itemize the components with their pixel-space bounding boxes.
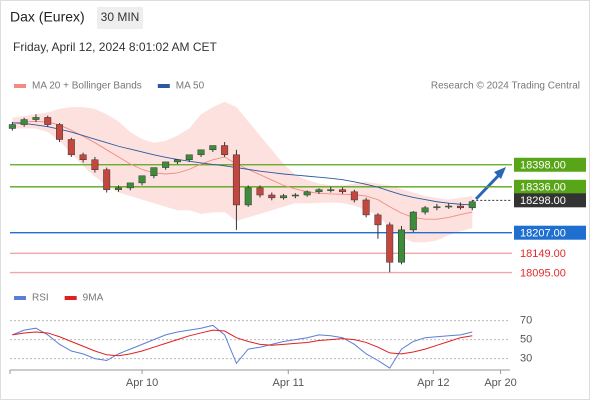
candle-body: [280, 195, 288, 199]
x-tick-label: Apr 11: [273, 377, 305, 389]
legend-swatch: [64, 296, 77, 300]
candle-body: [244, 187, 252, 206]
candle-body: [91, 159, 99, 170]
candle-body: [103, 169, 111, 190]
trend-arrowhead: [494, 167, 506, 179]
candle-body: [291, 194, 299, 197]
x-tick-label: Apr 20: [484, 377, 516, 389]
candle-body: [303, 191, 311, 196]
candle-body: [362, 199, 370, 216]
candle-body: [126, 182, 134, 189]
candle-body: [20, 119, 28, 125]
legend-label: RSI: [32, 293, 49, 304]
candle-body: [433, 206, 441, 209]
candle-body: [197, 149, 205, 156]
x-tick-label: Apr 10: [126, 377, 158, 389]
level-label: 18398.00: [520, 160, 566, 172]
candle-body: [32, 117, 40, 120]
candle-body: [150, 167, 158, 177]
legend-label: 9MA: [83, 293, 104, 304]
level-label-box: [514, 193, 586, 208]
candle-body: [398, 229, 406, 263]
candle-body: [56, 124, 64, 140]
y-tick-label: 70: [520, 315, 532, 327]
candle-body: [468, 201, 476, 209]
candle-body: [138, 175, 146, 184]
candle-body: [350, 191, 358, 201]
candle-body: [44, 117, 52, 125]
y-tick-label: 30: [520, 353, 532, 365]
moving-average: [12, 120, 473, 220]
candle-body: [256, 187, 264, 196]
level-label-box: [514, 157, 586, 172]
candle-body: [327, 189, 335, 191]
interval: 30 MIN: [101, 10, 140, 24]
level-label: 18095.00: [520, 267, 566, 279]
candle-body: [209, 145, 217, 151]
candle-body: [67, 139, 75, 156]
candle-body: [8, 124, 16, 129]
moving-average: [12, 122, 473, 206]
instrument-title: Dax (Eurex): [10, 9, 85, 25]
legend-label: MA 20 + Bollinger Bands: [32, 81, 142, 92]
legend-swatch: [14, 84, 26, 88]
level-label: 18336.00: [520, 182, 566, 194]
candle-body: [114, 187, 122, 190]
candle-body: [456, 205, 464, 209]
candle-body: [185, 154, 193, 161]
level-label-box: [514, 225, 586, 240]
line-series: [12, 329, 473, 357]
level-label-box: [514, 179, 586, 194]
timestamp: Friday, April 12, 2024 8:01:02 AM CET: [13, 40, 218, 54]
candle-body: [409, 211, 417, 231]
level-label: 18298.00: [520, 195, 566, 207]
level-label: 18207.00: [520, 228, 566, 240]
candle-body: [232, 154, 240, 206]
y-tick-label: 50: [520, 334, 532, 346]
legend-swatch: [157, 84, 170, 88]
legend-label: MA 50: [176, 81, 205, 92]
candle-body: [162, 161, 170, 168]
candle-body: [421, 207, 429, 213]
source: Research © 2024 Trading Central: [431, 81, 580, 92]
candle-body: [374, 214, 382, 226]
level-label: 18149.00: [520, 248, 566, 260]
candle-body: [315, 189, 323, 193]
candle-body: [173, 159, 181, 163]
interval-badge: [97, 7, 143, 29]
x-tick-label: Apr 12: [417, 377, 449, 389]
bollinger-band: [12, 101, 473, 243]
candle-body: [79, 154, 87, 161]
candle-body: [339, 189, 347, 193]
candle-body: [221, 145, 229, 156]
candle-body: [445, 205, 453, 208]
legend-swatch: [14, 296, 26, 300]
candle-body: [268, 194, 276, 199]
candle-body: [386, 224, 394, 263]
line-series: [12, 324, 473, 369]
